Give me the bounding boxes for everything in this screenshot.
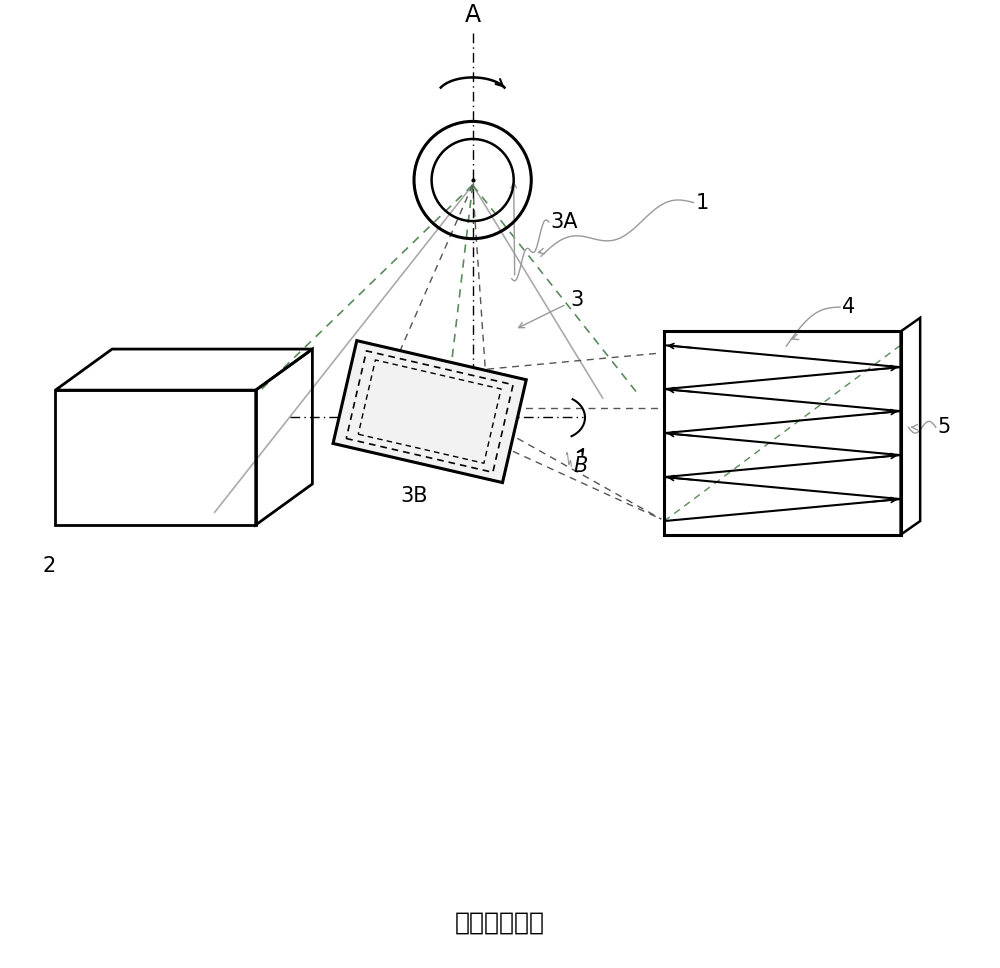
Text: 4: 4	[842, 297, 855, 318]
Text: A: A	[465, 3, 481, 27]
Text: B: B	[573, 456, 588, 476]
Text: 2: 2	[43, 556, 56, 576]
Text: 5: 5	[938, 417, 951, 438]
Text: 3B: 3B	[400, 486, 428, 505]
Polygon shape	[333, 341, 526, 483]
Text: （现有技术）: （现有技术）	[455, 911, 545, 935]
Text: 1: 1	[695, 193, 709, 213]
Text: 3A: 3A	[551, 212, 578, 232]
Text: 3: 3	[570, 290, 584, 310]
